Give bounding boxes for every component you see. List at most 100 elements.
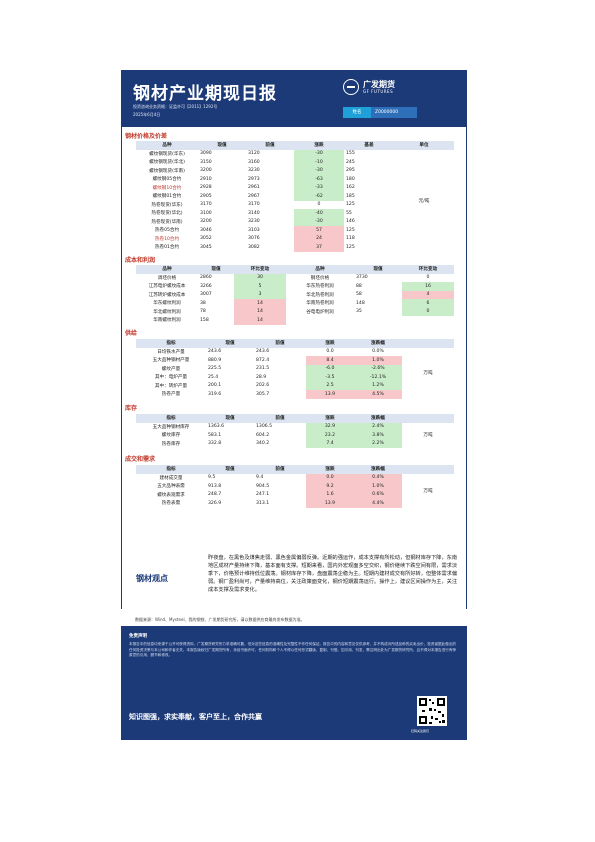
change-pct-cell: 4.4% [354,499,402,508]
table-cell: 3100 [200,210,212,216]
table-row: 螺纹钢10合约 2928 2961 -33 162 [136,183,454,192]
table-cell: 35 [356,309,362,315]
table-cell: 3160 [248,159,260,165]
table-cell: 200.1 [208,383,222,389]
table-cell: 247.1 [256,492,270,498]
change-cell: 0.0 [326,349,334,355]
col-header: 前值 [254,465,306,474]
table-cell: 2967 [248,193,260,199]
prices-table: 品种 现值 前值 涨跌 基差 单位 螺纹钢现货(华东) 3090 3120 -30 15… [136,141,454,252]
change-pct-cell: 2.4% [354,422,402,431]
table-row: 热卷产量 319.6 305.7 13.9 4.5% [136,390,454,399]
table-row: 螺纹表观需求 248.7 247.1 1.6 0.6% [136,490,454,499]
row-label: 建材成交量 [159,475,183,481]
col-header: 涨跌幅 [354,339,402,348]
table-cell [354,316,402,325]
change-pct-cell: 0.0% [372,349,384,355]
table-cell: 225.5 [208,366,222,372]
row-label: 五大品种表需 [157,484,185,490]
report-footer: 免责声明 本报告中的信息均来源于公开可获得资料，广发期货研究所力求准确可靠，但对… [121,626,467,740]
col-header: 现值 [206,339,254,348]
row-label: 热卷现货(华南) [151,219,183,225]
change-cell: 1.6 [306,490,354,499]
change-pct-cell: 1.0% [354,482,402,491]
table-cell: 3170 [200,202,212,208]
unit-cell: 万吨 [423,371,433,376]
change-cell: 23.2 [306,431,354,440]
inventory-header-row: 指标 现值 前值 涨跌 涨跌幅 [136,414,454,423]
col-header: 品种 [136,141,198,150]
col-header: 指标 [136,339,206,348]
row-label [286,316,354,325]
supply-table: 指标 现值 前值 涨跌 涨跌幅 日均铁水产量 243.6 243.6 0.0 0.0% 万… [136,339,454,399]
table-row: 建材成交量 9.5 9.4 0.0 0.4% 万吨 [136,473,454,494]
row-label: 江苏转炉螺纹成本 [148,292,186,298]
table-cell: 125 [346,244,355,250]
table-row: 热卷现货(华东) 3170 3170 0 125 [136,201,454,210]
qr-code-icon[interactable] [417,696,447,726]
table-cell: 1306.5 [256,424,273,430]
table-cell: 872.4 [256,357,270,363]
view-text: 昨夜盘，在黑色及煤焦走弱、黑色金属偏弱反弹。近期的强运作，成本支撑有所松动，但钢… [208,555,458,593]
table-cell: 2910 [200,176,212,182]
change-cell: 0 [402,307,454,316]
table-cell: 3150 [200,159,212,165]
table-cell: 340.2 [256,441,270,447]
table-row: 热卷10合约 3052 3076 24 118 [136,234,454,243]
col-header [402,414,454,423]
change-cell: -62 [294,192,344,201]
change-cell: 14 [234,316,286,325]
table-cell: 583.1 [208,432,222,438]
row-label: 螺纹钢01合约 [152,194,182,200]
col-header: 现值 [198,265,234,274]
table-row: 其中：电炉产量 25.4 28.9 -3.5 -12.1% [136,373,454,382]
table-cell: 2905 [200,193,212,199]
change-cell: 57 [294,226,344,235]
change-cell: 9.2 [306,482,354,491]
table-cell: 1363.6 [208,424,225,430]
table-cell: 319.6 [208,391,222,397]
market-view: 钢材观点 昨夜盘，在黑色及煤焦走弱、黑色金属偏弱反弹。近期的强运作，成本支撑有所… [122,551,466,609]
row-label: 螺纹产量 [161,366,181,372]
table-cell: 880.9 [208,357,222,363]
view-label: 钢材观点 [136,574,168,583]
row-label: 钢坯价格 [310,275,330,281]
row-label: 华南螺纹利润 [153,318,181,324]
disclaimer-title: 免责声明 [129,634,147,639]
supply-header-row: 指标 现值 前值 涨跌 涨跌幅 [136,339,454,348]
col-header: 涨跌幅 [354,414,402,423]
change-cell: 0 [426,275,430,281]
col-header: 指标 [136,414,206,423]
col-header: 现值 [206,414,254,423]
table-cell: 3266 [200,283,212,289]
change-cell: 3 [234,290,286,299]
row-label: 华北热卷利润 [306,292,334,298]
table-cell: 243.6 [256,349,270,355]
col-header: 品种 [136,265,198,274]
col-header: 前值 [254,414,306,423]
change-cell: 13.9 [306,499,354,508]
table-cell: 28.9 [256,374,267,380]
change-cell: 37 [294,243,344,252]
row-label: 日均铁水产量 [157,349,185,355]
change-pct-cell: 3.8% [354,431,402,440]
col-header: 指标 [136,465,206,474]
table-row: 螺纹产量 225.5 231.5 -6.0 -2.6% [136,364,454,373]
row-label: 华东螺纹利润 [153,301,181,307]
qual-value: Z0000000 [375,110,399,115]
unit-cell: 万吨 [423,488,433,494]
table-cell: 248.7 [208,492,222,498]
row-label: 其中：转炉产量 [154,383,188,389]
analyst-qualification: 姓名 Z0000000 [343,107,417,118]
data-source: 数据来源：Wind、Mysteel、我的钢铁、广发期货研究所，请以数据供应商最终… [135,617,305,622]
table-cell: 2928 [200,185,212,191]
col-header: 涨跌幅 [354,465,402,474]
table-row: 华东螺纹利润 38 14 华南热卷利润 148 6 [136,299,454,308]
row-label: 华南热卷利润 [306,301,334,307]
col-header: 环比变动 [402,265,454,274]
table-cell: 78 [200,309,206,315]
row-label: 华北螺纹利润 [153,309,181,315]
table-cell: 305.7 [256,391,270,397]
table-cell: 148 [356,300,365,306]
table-cell: 2961 [248,185,260,191]
